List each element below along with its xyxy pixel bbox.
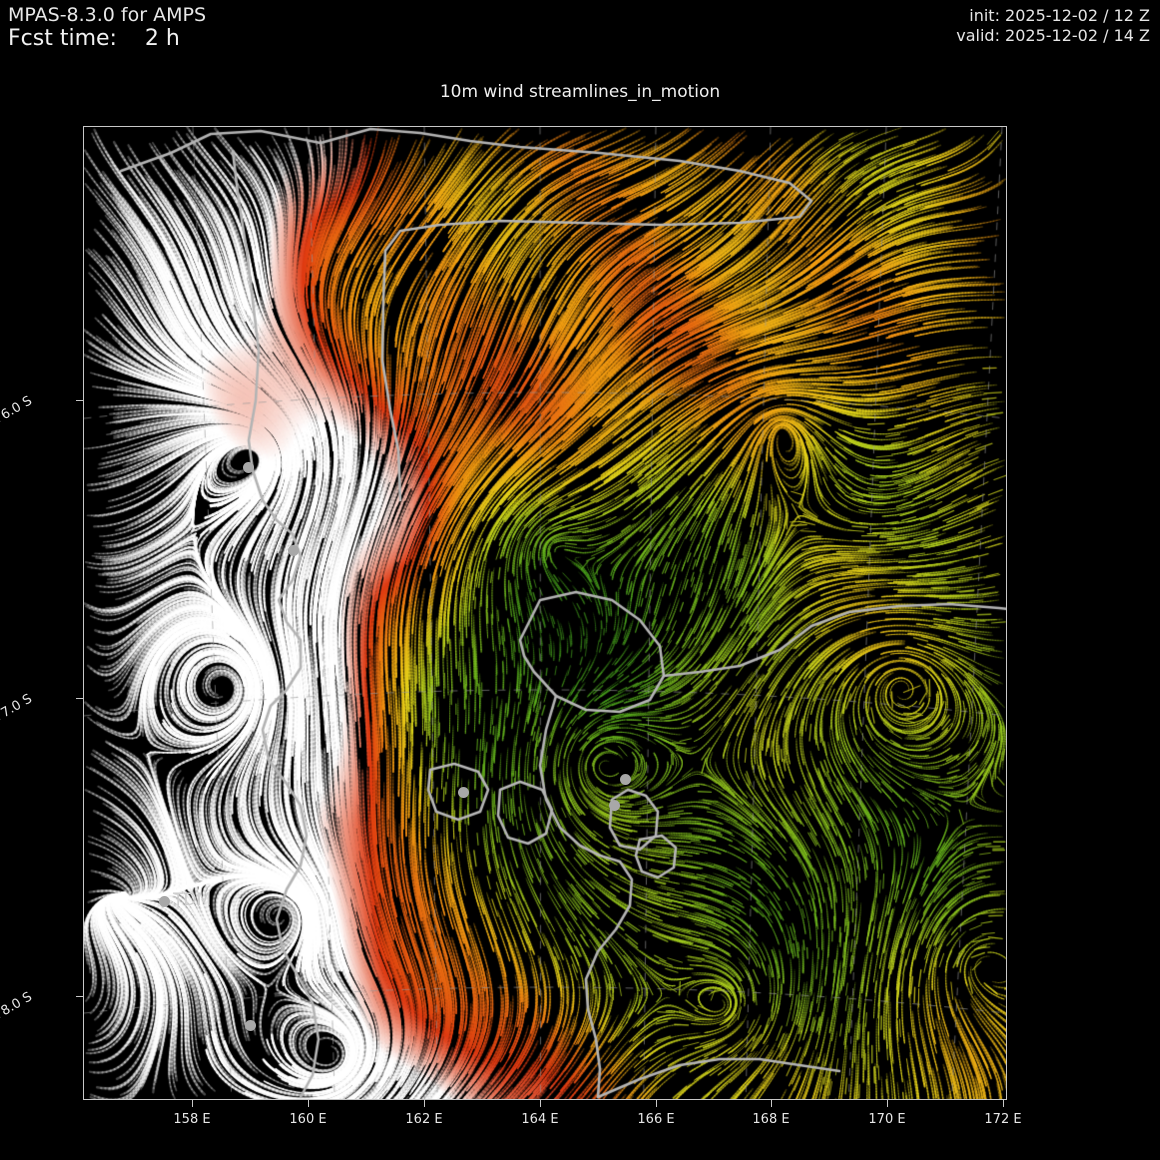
x-axis-tick-label: 162 E (405, 1112, 443, 1127)
x-axis-tick-label: 172 E (984, 1112, 1022, 1127)
x-axis-tick (771, 1100, 772, 1107)
x-axis-tick-label: 170 E (868, 1112, 906, 1127)
valid-time-label: valid: 2025-12-02 / 14 Z (956, 25, 1150, 45)
x-axis-tick-label: 158 E (173, 1112, 211, 1127)
init-time-label: init: 2025-12-02 / 12 Z (969, 6, 1150, 25)
station-marker (245, 1020, 256, 1031)
y-axis-tick (76, 698, 83, 699)
y-axis-tick-label: 77.0 S (0, 691, 35, 726)
y-axis-tick-label: 78.0 S (0, 989, 35, 1024)
x-axis-tick-label: 166 E (637, 1112, 675, 1127)
x-axis-tick (540, 1100, 541, 1107)
x-axis-tick-label: 168 E (752, 1112, 790, 1127)
y-axis-tick-label: 76.0 S (0, 393, 35, 428)
station-marker (458, 787, 469, 798)
forecast-time-label: Fcst time: 2 h (8, 26, 180, 52)
header-right: init: 2025-12-02 / 12 Z valid: 2025-12-0… (956, 6, 1150, 45)
header-left: MPAS-8.3.0 for AMPS Fcst time: 2 h (8, 4, 206, 52)
wind-streamline-canvas (84, 127, 1006, 1099)
x-axis-tick (424, 1100, 425, 1107)
x-axis-tick-label: 160 E (289, 1112, 327, 1127)
station-marker (609, 800, 620, 811)
map-plot-frame: TDM (83, 126, 1007, 1100)
x-axis-tick (308, 1100, 309, 1107)
station-marker (159, 896, 170, 907)
y-axis-tick (76, 400, 83, 401)
station-marker (620, 774, 631, 785)
x-axis-tick (656, 1100, 657, 1107)
model-version-label: MPAS-8.3.0 for AMPS (8, 4, 207, 26)
station-marker (243, 462, 254, 473)
station-marker (288, 545, 299, 556)
y-axis-tick (76, 996, 83, 997)
x-axis-tick (1003, 1100, 1004, 1107)
x-axis-tick-label: 164 E (521, 1112, 559, 1127)
x-axis-tick (192, 1100, 193, 1107)
x-axis-tick (887, 1100, 888, 1107)
plot-title: 10m wind streamlines_in_motion (439, 82, 721, 102)
